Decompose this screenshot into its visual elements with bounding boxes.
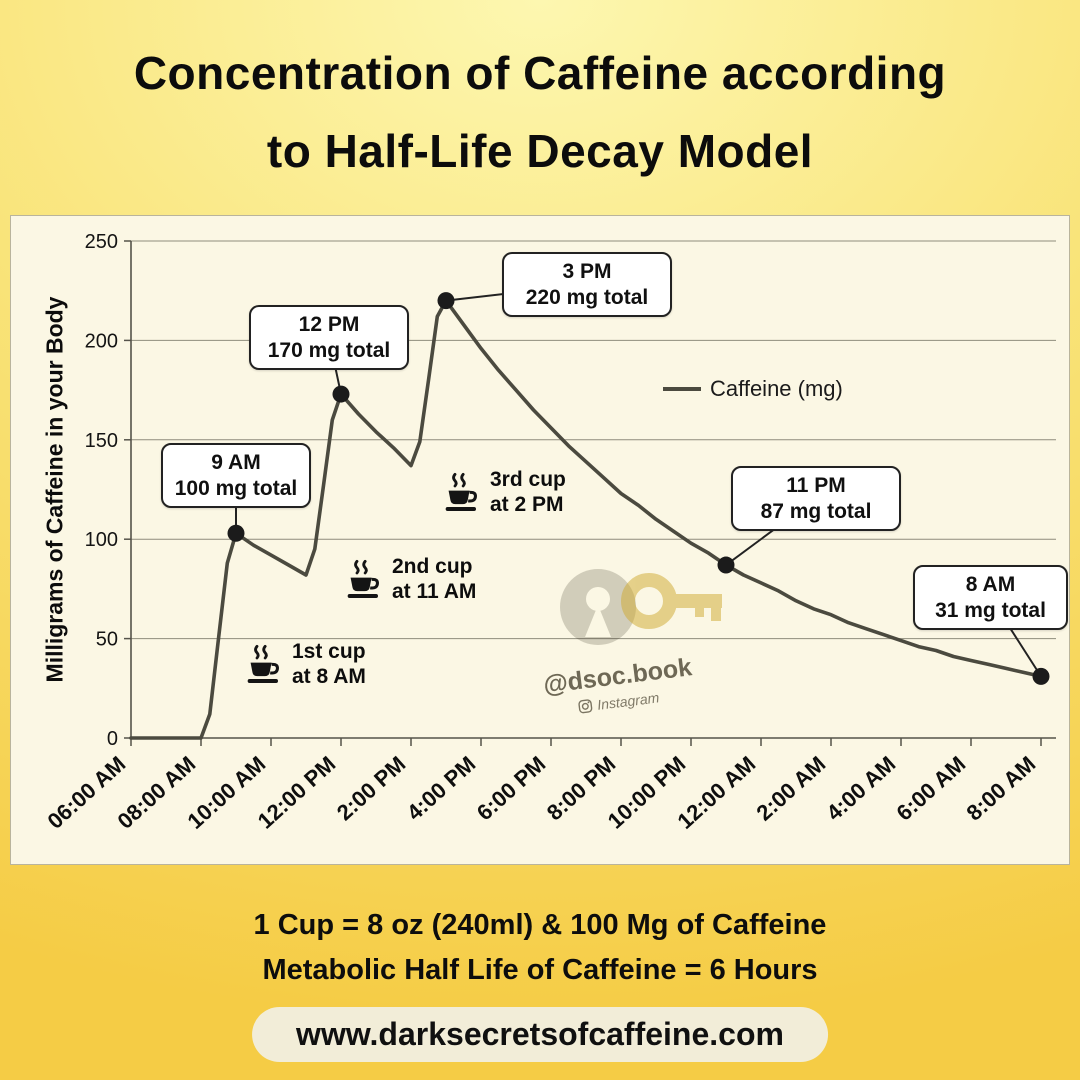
callout-11pm: 11 PM 87 mg total [731, 466, 901, 532]
callout-amount: 31 mg total [935, 598, 1046, 622]
x-tick-label: 4:00 AM [822, 751, 901, 825]
x-tick-label: 12:00 AM [672, 751, 760, 834]
title-line-2: to Half-Life Decay Model [266, 125, 814, 178]
note-half-life: Metabolic Half Life of Caffeine = 6 Hour… [262, 953, 818, 986]
website-pill: www.darksecretsofcaffeine.com [252, 1007, 828, 1062]
data-point-marker [1032, 667, 1050, 685]
y-tick-label: 100 [85, 529, 118, 551]
y-axis-title: Milligrams of Caffeine in your Body [41, 296, 68, 683]
callout-time: 12 PM [298, 313, 360, 336]
y-tick-label: 0 [107, 728, 118, 750]
callout-8am: 8 AM 31 mg total [913, 565, 1068, 631]
cup-label-line1: 2nd cup [392, 555, 473, 578]
data-point-marker [717, 556, 735, 574]
callout-time: 9 AM [211, 451, 261, 474]
cup-label-line1: 1st cup [292, 640, 366, 663]
x-tick-label: 6:00 PM [472, 751, 551, 825]
y-tick-label: 50 [96, 629, 118, 651]
callout-time: 11 PM [786, 474, 846, 497]
data-point-marker [437, 292, 455, 310]
callout-amount: 100 mg total [174, 476, 298, 500]
note-cup-definition: 1 Cup = 8 oz (240ml) & 100 Mg of Caffein… [253, 909, 827, 941]
cup-label-line1: 3rd cup [490, 468, 566, 491]
x-tick-label: 12:00 PM [253, 751, 341, 833]
x-tick-label: 6:00 AM [892, 751, 971, 825]
cup-label-line2: at 11 AM [392, 579, 477, 603]
x-tick-label: 8:00 AM [962, 751, 1041, 825]
callout-amount: 87 mg total [760, 499, 872, 523]
x-tick-label: 10:00 AM [182, 751, 270, 834]
callout-12pm: 12 PM 170 mg total [249, 305, 409, 371]
chart-panel: 0 50 100 150 200 250 06:00 AM 08:00 AM 10:00 AM 1… [10, 215, 1070, 865]
y-tick-label: 250 [85, 231, 118, 253]
cup-annotation-1: 1st cup at 8 AM [243, 640, 366, 690]
legend-line-swatch [663, 387, 701, 391]
y-tick-label: 150 [85, 430, 118, 452]
coffee-cup-icon [247, 644, 279, 683]
x-tick-label: 2:00 PM [332, 751, 411, 825]
cup-label-line2: at 2 PM [490, 492, 564, 516]
data-point-marker [227, 524, 245, 542]
cup-annotation-2: 2nd cup at 11 AM [343, 555, 476, 605]
x-tick-label: 4:00 PM [402, 751, 481, 825]
coffee-cup-icon [347, 559, 379, 598]
legend-label: Caffeine (mg) [710, 376, 843, 401]
callout-amount: 170 mg total [267, 338, 391, 362]
notes: 1 Cup = 8 oz (240ml) & 100 Mg of Caffein… [0, 903, 1080, 993]
callout-time: 3 PM [562, 260, 612, 283]
website-url: www.darksecretsofcaffeine.com [296, 1016, 784, 1052]
callout-amount: 220 mg total [525, 285, 649, 309]
chart-legend: Caffeine (mg) [663, 376, 843, 402]
data-point-marker [332, 385, 350, 403]
coffee-cup-icon [445, 472, 477, 511]
page-title: Concentration of Caffeine according to H… [0, 34, 1080, 190]
cup-label-line2: at 8 AM [292, 664, 366, 688]
caffeine-line [129, 298, 1043, 740]
cup-annotation-3: 3rd cup at 2 PM [441, 468, 566, 518]
y-tick-label: 200 [85, 330, 118, 352]
callout-9am: 9 AM 100 mg total [161, 443, 311, 509]
callout-3pm: 3 PM 220 mg total [502, 252, 672, 318]
x-tick-label: 2:00 AM [752, 751, 831, 825]
callout-time: 8 AM [965, 573, 1016, 596]
title-line-1: Concentration of Caffeine according [133, 47, 947, 99]
